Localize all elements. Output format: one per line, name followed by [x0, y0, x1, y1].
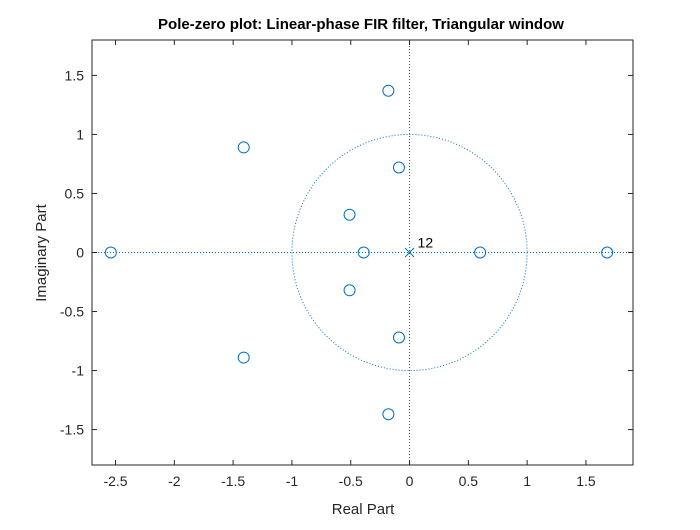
y-tick-label: 1.5: [65, 67, 85, 83]
x-tick-label: -2: [168, 473, 181, 489]
zero-marker: [382, 408, 395, 421]
pole-multiplicity-label: 12: [418, 235, 434, 251]
x-tick-label: 1: [523, 473, 531, 489]
y-tick-label: -1.5: [60, 422, 84, 438]
zero-marker: [104, 246, 117, 259]
y-tick-label: 0: [76, 245, 84, 261]
x-tick-label: 1.5: [576, 473, 596, 489]
x-axis-label: Real Part: [332, 501, 395, 518]
zero-marker: [601, 246, 614, 259]
zero-marker: [382, 84, 395, 97]
zero-marker: [392, 161, 405, 174]
zero-marker: [392, 331, 405, 344]
y-tick-label: 0.5: [65, 185, 85, 201]
y-tick-label: 1: [76, 126, 84, 142]
y-tick-label: -0.5: [60, 304, 84, 320]
zero-marker: [343, 284, 356, 297]
chart-title: Pole-zero plot: Linear-phase FIR filter,…: [158, 16, 564, 33]
x-tick-label: 0: [406, 473, 414, 489]
zero-marker: [357, 246, 370, 259]
zero-marker: [343, 208, 356, 221]
x-tick-label: -2.5: [103, 473, 127, 489]
x-tick-label: 0.5: [459, 473, 479, 489]
plot-layer: -2.5 -2 -1.5 -1 -0.5 0 0.5 1 1.5 -1.5 -1 -0.5 0 0.5 1 1…: [60, 39, 634, 489]
y-axis-label: Imaginary Part: [33, 203, 50, 301]
x-tick-label: -0.5: [339, 473, 363, 489]
zero-marker: [237, 141, 250, 154]
x-tick-label: -1: [286, 473, 299, 489]
pole-marker: [404, 247, 415, 258]
zero-marker: [237, 351, 250, 364]
y-tick-label: -1: [72, 363, 85, 379]
pole-cross-stroke: [404, 247, 415, 258]
zero-marker: [474, 246, 487, 259]
x-tick-label: -1.5: [221, 473, 245, 489]
